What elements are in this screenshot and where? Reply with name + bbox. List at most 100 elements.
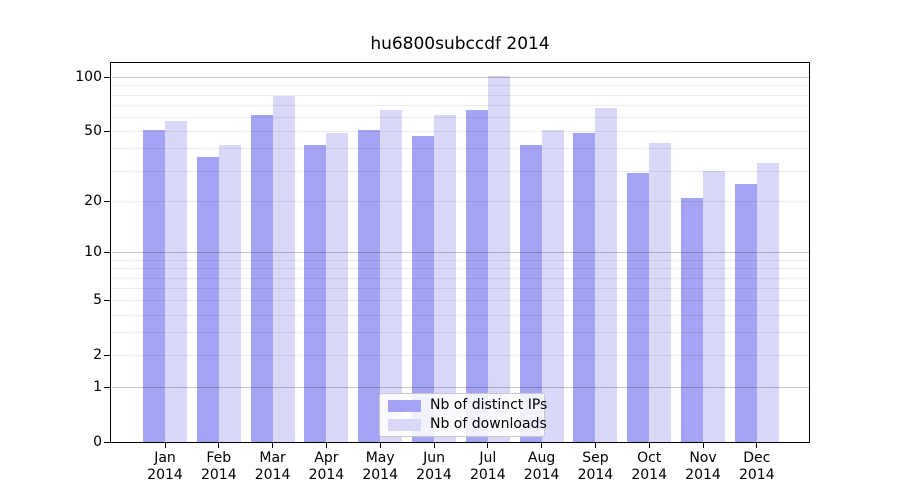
x-tick-label-month: Dec bbox=[743, 450, 771, 466]
bar-downloads bbox=[487, 76, 510, 442]
x-tick-label-year: 2014 bbox=[254, 467, 291, 483]
x-tick-label-year: 2014 bbox=[631, 467, 667, 483]
x-tick-label: Jun 2014 bbox=[406, 450, 462, 484]
x-tick-label-year: 2014 bbox=[416, 467, 452, 483]
y-tick-label: 50 bbox=[84, 123, 102, 140]
y-tick-label: 10 bbox=[84, 244, 102, 261]
legend-swatch-downloads bbox=[388, 418, 421, 431]
bar-downloads bbox=[595, 108, 618, 442]
x-tick-label: Feb 2014 bbox=[191, 450, 247, 484]
x-tick-label: Nov 2014 bbox=[675, 450, 731, 484]
y-tick-label: 100 bbox=[75, 69, 102, 86]
legend: Nb of distinct IPs Nb of downloads bbox=[379, 393, 548, 437]
x-tick-label: Mar 2014 bbox=[245, 450, 301, 484]
x-tick bbox=[594, 443, 596, 448]
y-tick bbox=[104, 130, 110, 132]
bar-distinct-ips bbox=[304, 144, 327, 442]
gridline-minor bbox=[111, 94, 809, 96]
x-tick-label: Dec 2014 bbox=[729, 450, 785, 484]
bar-downloads bbox=[703, 170, 725, 442]
x-tick-label-month: Jan bbox=[154, 450, 176, 466]
gridline-minor bbox=[111, 277, 809, 279]
x-tick-label-year: 2014 bbox=[738, 467, 775, 483]
y-tick-label: 1 bbox=[93, 379, 102, 396]
bar-distinct-ips bbox=[196, 156, 219, 442]
x-tick-label-month: Nov bbox=[689, 450, 717, 466]
x-tick bbox=[541, 443, 543, 448]
x-tick-label-month: Oct bbox=[637, 450, 662, 466]
x-tick-label-year: 2014 bbox=[147, 467, 183, 483]
x-tick-label-month: Jul bbox=[479, 450, 497, 466]
x-tick bbox=[756, 443, 758, 448]
bar-downloads bbox=[218, 144, 241, 442]
bar-distinct-ips bbox=[465, 109, 488, 442]
gridline-minor bbox=[111, 314, 809, 316]
legend-entry-distinct-ips: Nb of distinct IPs bbox=[388, 397, 548, 413]
gridline-minor bbox=[111, 131, 809, 133]
legend-label-distinct-ips: Nb of distinct IPs bbox=[430, 397, 548, 413]
x-tick-label-year: 2014 bbox=[523, 467, 560, 483]
x-tick-label-year: 2014 bbox=[685, 467, 721, 483]
y-tick bbox=[104, 76, 110, 78]
gridline-minor bbox=[111, 105, 809, 107]
gridline-minor bbox=[111, 288, 809, 290]
y-tick bbox=[104, 441, 110, 443]
bar-downloads bbox=[434, 114, 456, 442]
x-tick-label: Sep 2014 bbox=[567, 450, 623, 484]
plot-area bbox=[110, 62, 810, 443]
legend-label-downloads: Nb of downloads bbox=[430, 416, 547, 432]
gridline-major bbox=[111, 387, 809, 389]
x-tick bbox=[433, 443, 435, 448]
gridline-major bbox=[111, 77, 809, 79]
x-tick bbox=[379, 443, 381, 448]
bar-downloads bbox=[649, 142, 672, 442]
bar-distinct-ips bbox=[250, 114, 273, 442]
x-tick-label: Oct 2014 bbox=[621, 450, 677, 484]
x-tick-label-year: 2014 bbox=[469, 467, 506, 483]
y-tick-label: 5 bbox=[93, 292, 102, 309]
y-tick bbox=[104, 200, 110, 202]
x-tick-label-month: Aug bbox=[527, 450, 556, 466]
x-tick-label-month: Apr bbox=[314, 450, 339, 466]
legend-entry-downloads: Nb of downloads bbox=[388, 416, 547, 432]
x-tick bbox=[648, 443, 650, 448]
bar-downloads bbox=[756, 163, 779, 442]
bar-downloads bbox=[380, 109, 403, 442]
x-tick bbox=[272, 443, 274, 448]
y-tick bbox=[104, 251, 110, 253]
chart-title: hu6800subccdf 2014 bbox=[370, 34, 550, 54]
bar-distinct-ips bbox=[519, 144, 542, 442]
gridline-minor bbox=[111, 355, 809, 357]
bar-distinct-ips bbox=[412, 136, 434, 442]
x-tick-label-year: 2014 bbox=[577, 467, 614, 483]
x-tick-label-year: 2014 bbox=[362, 467, 398, 483]
x-tick bbox=[325, 443, 327, 448]
x-tick-label: Jul 2014 bbox=[460, 450, 516, 484]
bar-distinct-ips bbox=[681, 197, 703, 442]
bar-distinct-ips bbox=[358, 129, 381, 442]
bar-downloads bbox=[272, 95, 295, 442]
x-tick-label-month: Sep bbox=[582, 450, 609, 466]
gridline-minor bbox=[111, 201, 809, 203]
x-tick-label-month: Mar bbox=[259, 450, 286, 466]
x-tick-label-month: Feb bbox=[206, 450, 232, 466]
y-tick bbox=[104, 354, 110, 356]
legend-swatch-distinct-ips bbox=[388, 399, 421, 412]
y-tick-label: 0 bbox=[93, 434, 102, 450]
gridline-minor bbox=[111, 332, 809, 334]
bar-distinct-ips bbox=[627, 173, 650, 442]
gridline-minor bbox=[111, 85, 809, 87]
x-tick-label-year: 2014 bbox=[308, 467, 345, 483]
bar-downloads bbox=[165, 121, 187, 442]
bar-distinct-ips bbox=[573, 132, 596, 442]
x-tick-label-month: Jun bbox=[423, 450, 445, 466]
bar-downloads bbox=[541, 129, 564, 442]
y-tick-label: 2 bbox=[93, 347, 102, 364]
gridline-minor bbox=[111, 148, 809, 150]
gridline-minor bbox=[111, 117, 809, 119]
x-tick bbox=[164, 443, 166, 448]
bar-distinct-ips bbox=[734, 184, 757, 442]
x-tick bbox=[702, 443, 704, 448]
x-tick-label: Jan 2014 bbox=[137, 450, 193, 484]
